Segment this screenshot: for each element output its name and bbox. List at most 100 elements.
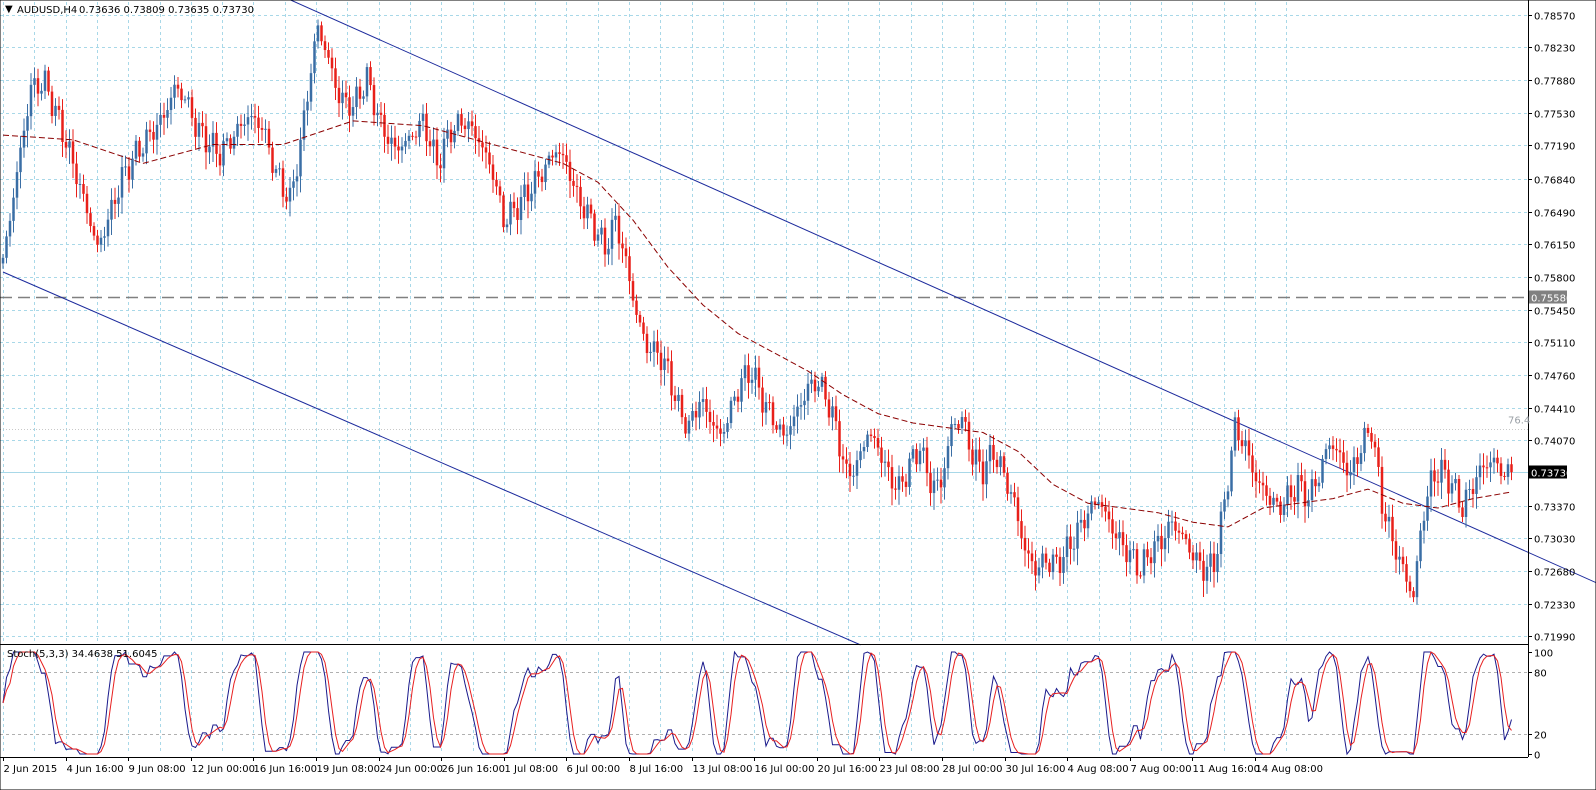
candle [768,394,771,411]
candle [1454,472,1457,491]
candle [1335,438,1338,462]
candle [827,391,831,426]
candle [1265,475,1268,506]
price-tick-label: 0.75450 [1534,307,1575,318]
price-tick-label: 0.77530 [1534,110,1575,121]
price-tick-label: 0.78570 [1534,12,1575,23]
candle [859,443,862,469]
candle [670,350,673,411]
candle [1125,534,1128,577]
candle [15,161,19,210]
candle [1391,504,1394,556]
candle [1055,546,1058,564]
candle [1443,448,1447,479]
candle [1216,543,1219,583]
time-tick-label: 13 Jul 08:00 [693,764,753,775]
candle [876,428,880,456]
candle [1338,438,1342,469]
candle [239,114,243,139]
candle [1307,489,1310,519]
candle [778,418,782,438]
svg-text:0.73730: 0.73730 [1531,469,1572,480]
candle [848,451,852,492]
candle [162,102,166,135]
candle [915,443,918,473]
candle [792,404,796,436]
symbol-dropdown-icon[interactable]: ▼ [5,4,13,15]
candle [474,114,477,154]
candle [1037,557,1041,584]
candle [946,436,950,480]
candle [1345,450,1349,493]
candle [887,449,890,482]
candle [1100,494,1104,518]
candle [85,186,89,224]
candle [344,80,348,109]
candle [572,168,575,197]
candle [1373,434,1377,457]
candle [950,416,953,457]
candle [533,160,537,209]
candle [106,208,110,247]
time-tick-label: 6 Jul 00:00 [567,764,621,775]
price-tick-label: 0.73370 [1534,503,1575,514]
candle [1044,547,1048,570]
channel-lower-line[interactable] [2,271,861,646]
time-tick-label: 12 Jun 00:00 [192,764,256,775]
candle [516,197,519,235]
candle [1300,462,1303,492]
candle [365,63,369,102]
candle [911,445,915,463]
candle [488,141,491,174]
candle [1471,478,1475,508]
candle [236,116,239,146]
candle [260,117,264,141]
candle [103,226,106,251]
candle [117,185,120,218]
candle [306,90,309,126]
fibonacci-label: 76.4 [1508,416,1530,427]
candle [747,353,750,399]
candle [113,187,117,219]
candle [1051,548,1055,580]
candle [985,449,988,499]
candle [1156,524,1160,552]
candle [148,120,152,142]
candle [922,438,925,464]
stoch-tick-label: 80 [1534,669,1547,680]
candle [1121,520,1125,557]
candle [453,125,456,149]
candle [397,135,400,164]
candle [610,208,614,266]
candle [1174,511,1177,541]
candle [652,330,656,367]
candle [29,73,33,130]
candle [936,467,939,491]
candle [852,464,855,486]
candle [1482,453,1485,485]
candle [358,78,362,109]
candle [393,125,397,160]
candle [999,450,1002,476]
candle [71,129,75,179]
candle [1398,545,1401,575]
candle [1188,533,1191,560]
candle [866,430,869,453]
candle [519,185,523,235]
candle [988,434,992,474]
candle [1240,430,1244,454]
candle [1387,504,1391,538]
price-tick-label: 0.77880 [1534,77,1575,88]
candle [110,188,113,236]
candle [722,424,726,444]
channel-upper-line[interactable] [276,0,1596,645]
candle [316,19,320,49]
candle [579,176,582,220]
candle [1457,474,1461,513]
candle [523,172,526,211]
candle [1422,511,1426,544]
candle [1352,446,1356,485]
candle [190,89,194,127]
candle [19,135,22,189]
